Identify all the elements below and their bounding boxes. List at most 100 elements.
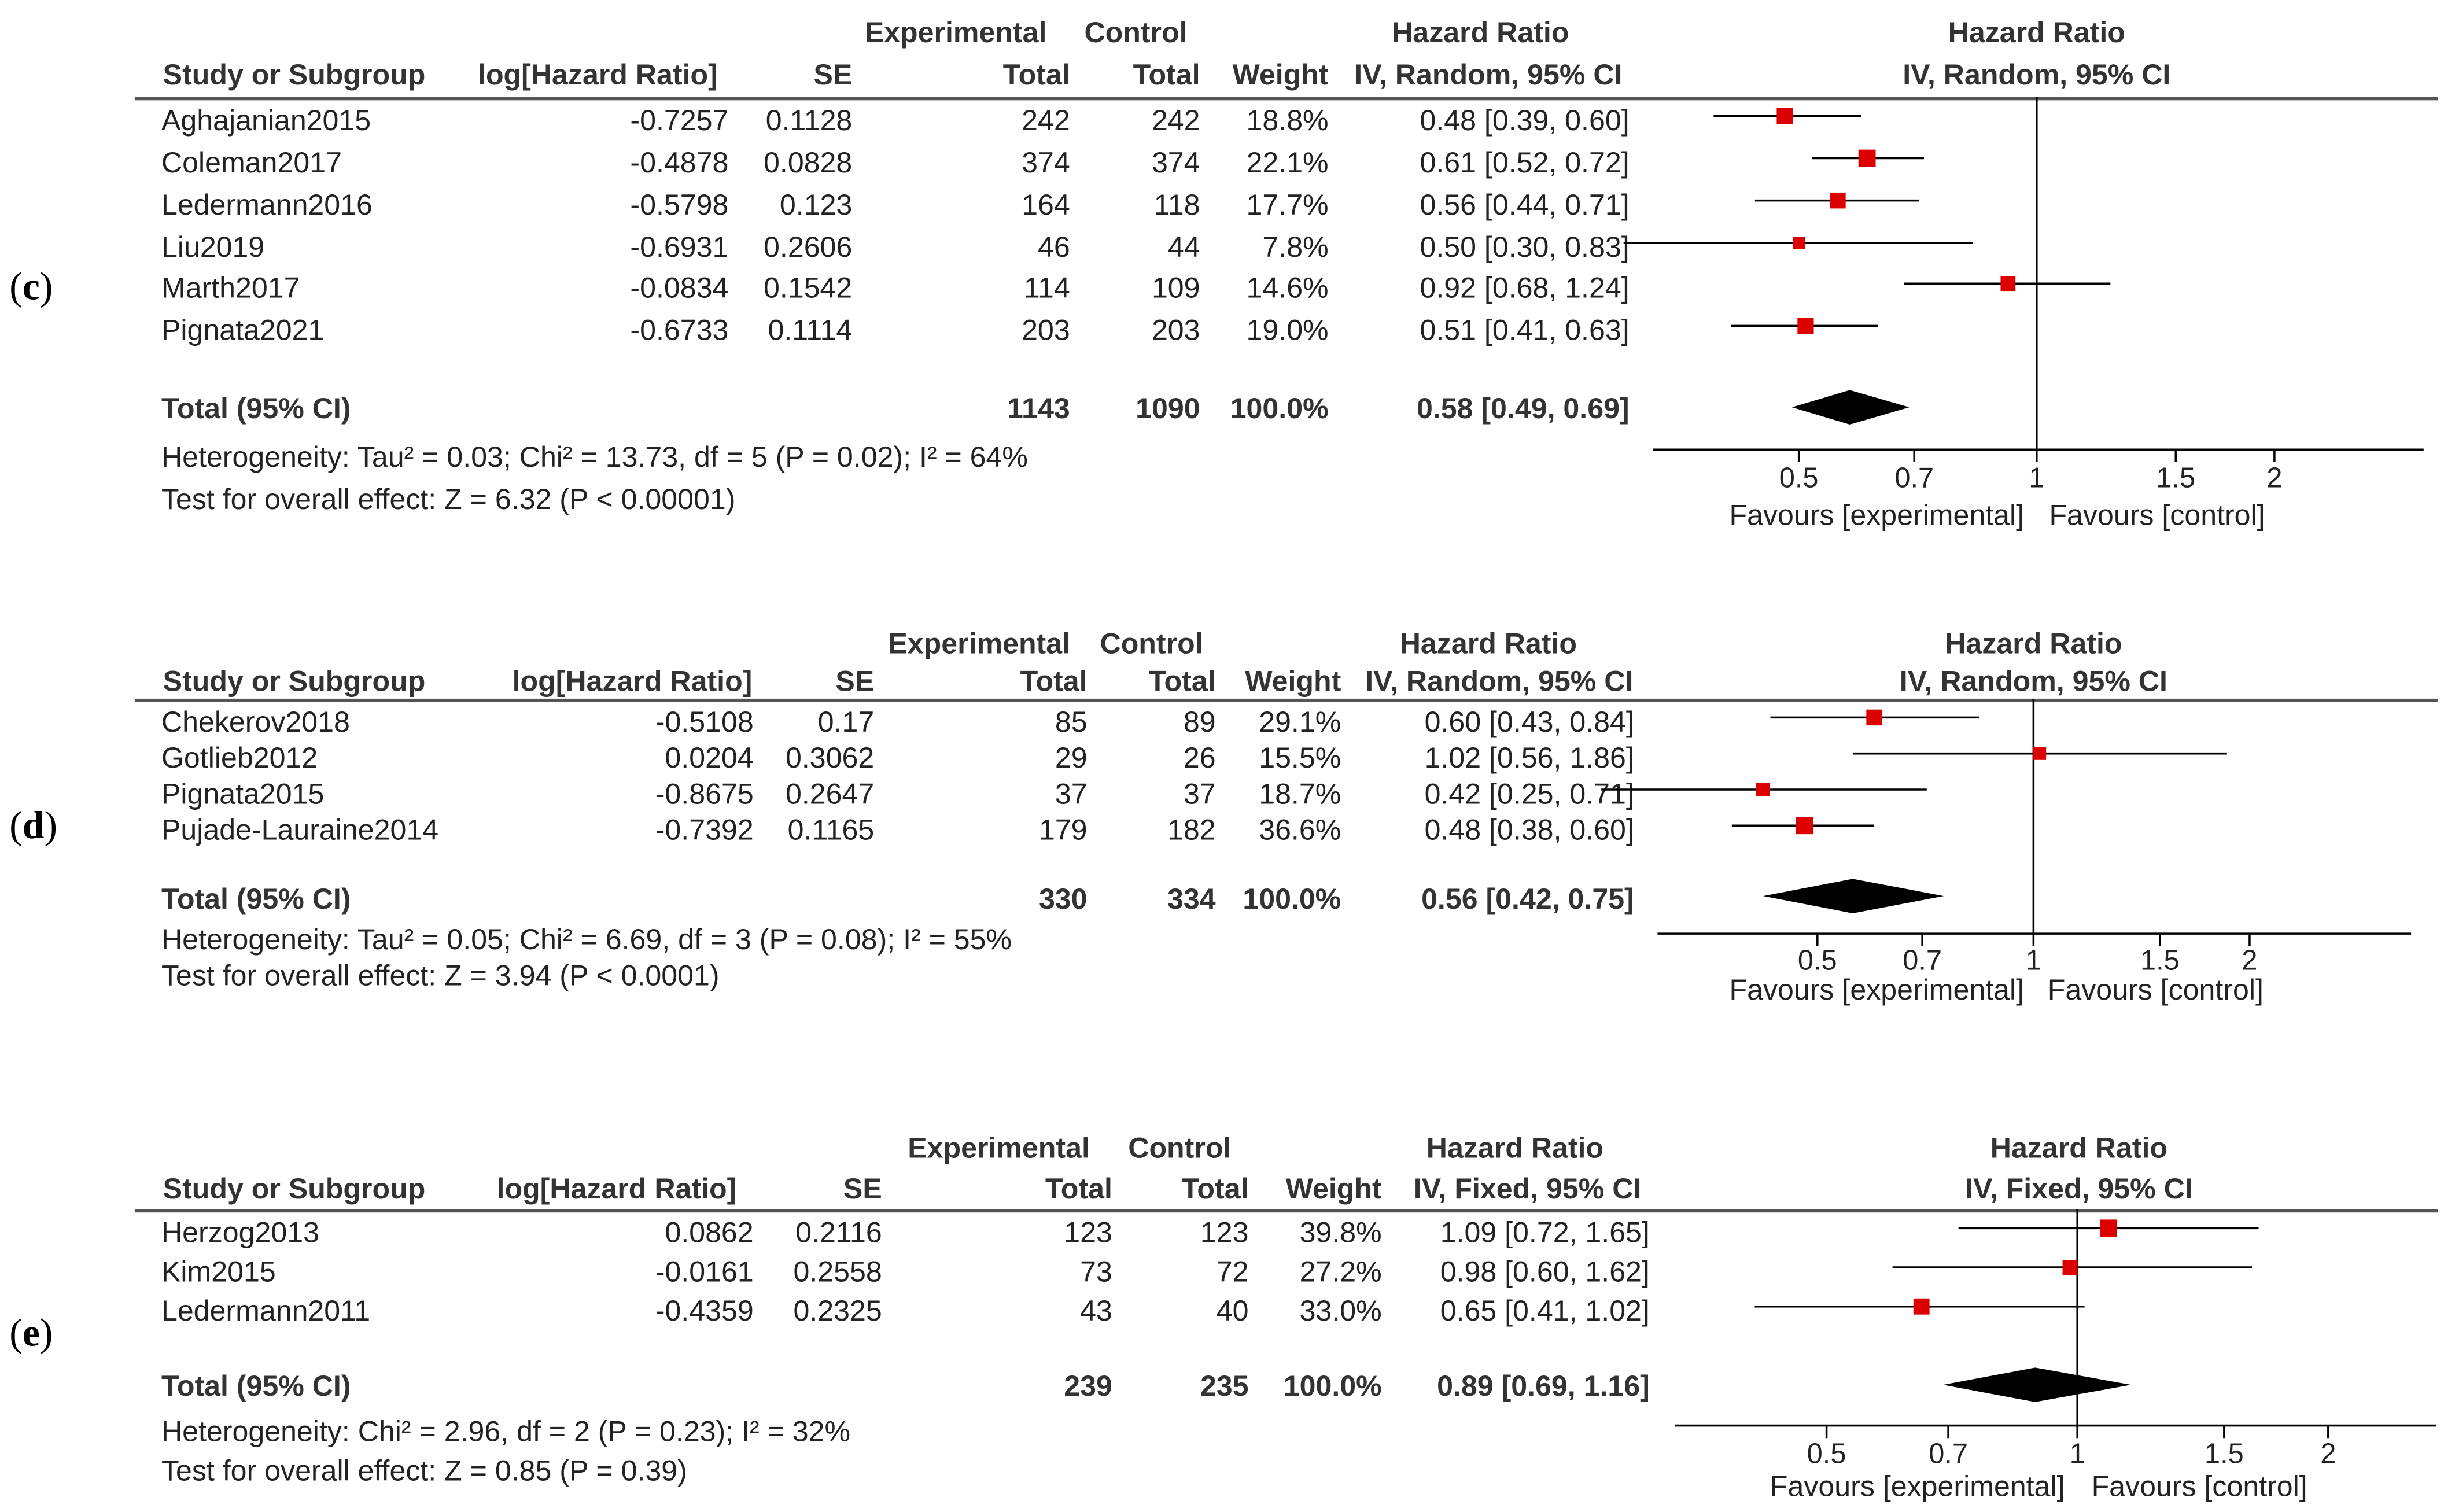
pooled-diamond [1943, 1367, 2132, 1402]
header-exp-total: Total [1020, 664, 1088, 698]
total-exp: 330 [1038, 882, 1088, 915]
se-value: 0.1165 [787, 813, 875, 846]
study-marker [1858, 149, 1876, 167]
header-hr-method: IV, Random, 95% CI [1354, 58, 1623, 91]
loghr-value: -0.0161 [655, 1255, 754, 1288]
se-value: 0.3062 [785, 741, 875, 774]
weight-value: 22.1% [1246, 145, 1329, 179]
tick-label: 2 [2242, 945, 2257, 976]
weight-value: 19.0% [1246, 313, 1329, 346]
total-label: Total (95% CI) [161, 392, 351, 425]
study-name: Pignata2021 [161, 313, 325, 346]
weight-value: 39.8% [1299, 1215, 1382, 1249]
study-marker [2033, 747, 2047, 760]
study-name: Ledermann2011 [161, 1294, 371, 1327]
total-hr-ci: 0.56 [0.42, 0.75] [1421, 882, 1634, 915]
exp-total-value: 179 [1038, 813, 1088, 846]
exp-total-value: 43 [1080, 1294, 1112, 1327]
se-value: 0.2325 [793, 1294, 882, 1327]
overall-effect-text: Test for overall effect: Z = 6.32 (P < 0… [161, 482, 736, 516]
study-marker [1866, 709, 1882, 726]
study-name: Pujade-Lauraine2014 [161, 813, 439, 846]
hr-ci-value: 0.92 [0.68, 1.24] [1420, 271, 1630, 304]
ctl-total-value: 374 [1151, 145, 1200, 179]
header-exp-total: Total [1045, 1171, 1112, 1205]
header-rule [134, 698, 2438, 702]
se-value: 0.0828 [764, 145, 853, 179]
se-value: 0.123 [779, 187, 853, 221]
ctl-total-value: 26 [1183, 741, 1216, 774]
study-name: Ledermann2016 [161, 187, 373, 221]
header-loghr: log[Hazard Ratio] [512, 664, 753, 698]
hr-ci-value: 0.56 [0.44, 0.71] [1420, 187, 1630, 221]
tick-label: 1.5 [2205, 1439, 2244, 1470]
weight-value: 29.1% [1259, 705, 1341, 738]
se-value: 0.2116 [795, 1215, 882, 1249]
ctl-total-value: 40 [1216, 1294, 1249, 1327]
se-value: 0.1542 [764, 271, 853, 304]
header-hr-method: IV, Fixed, 95% CI [1413, 1171, 1642, 1205]
study-marker [1830, 192, 1846, 209]
header-weight: Weight [1285, 1171, 1382, 1205]
tick-label: 1 [2029, 462, 2044, 493]
study-name: Aghajanian2015 [161, 103, 371, 137]
weight-value: 18.8% [1246, 103, 1329, 137]
loghr-value: -0.5108 [655, 705, 754, 738]
ctl-total-value: 44 [1167, 230, 1200, 263]
panel-d: (d) Experimental Control Hazard Ratio Ha… [0, 611, 2444, 1026]
exp-total-value: 242 [1022, 103, 1070, 137]
study-name: Pignata2015 [161, 777, 325, 810]
panel-e: (e) Experimental Control Hazard Ratio Ha… [0, 1115, 2444, 1511]
study-name: Liu2019 [161, 230, 265, 263]
header-loghr: log[Hazard Ratio] [478, 58, 718, 91]
se-value: 0.2606 [764, 230, 853, 263]
heterogeneity-text: Heterogeneity: Tau² = 0.03; Chi² = 13.73… [161, 440, 1028, 473]
hr-ci-value: 0.60 [0.43, 0.84] [1424, 705, 1634, 738]
header-plot-title: Hazard Ratio [1990, 1131, 2168, 1164]
header-plot-method: IV, Fixed, 95% CI [1965, 1171, 2193, 1205]
header-weight: Weight [1245, 664, 1341, 698]
favours-experimental-label: Favours [experimental] [1729, 498, 2025, 532]
ctl-total-value: 89 [1183, 705, 1216, 738]
weight-value: 33.0% [1299, 1294, 1382, 1327]
tick-label: 0.5 [1807, 1439, 1846, 1470]
se-value: 0.2647 [785, 777, 875, 810]
loghr-value: -0.6733 [630, 313, 729, 346]
header-se: SE [835, 664, 875, 698]
hr-ci-value: 0.65 [0.41, 1.02] [1440, 1294, 1650, 1327]
overall-effect-text: Test for overall effect: Z = 0.85 (P = 0… [161, 1454, 687, 1487]
header-hazard-ratio: Hazard Ratio [1392, 16, 1569, 49]
study-name: Gotlieb2012 [161, 741, 318, 774]
study-name: Herzog2013 [161, 1215, 319, 1249]
study-marker [1776, 108, 1793, 124]
study-name: Marth2017 [161, 271, 300, 304]
study-marker [1797, 318, 1814, 334]
header-rule [134, 97, 2438, 100]
study-marker [1913, 1298, 1930, 1315]
hr-ci-value: 0.61 [0.52, 0.72] [1420, 145, 1630, 179]
se-value: 0.1114 [768, 313, 853, 346]
panel-label: (c) [9, 266, 53, 309]
hr-ci-value: 0.42 [0.25, 0.71] [1424, 777, 1634, 810]
tick-label: 0.7 [1929, 1439, 1968, 1470]
hr-ci-value: 1.09 [0.72, 1.65] [1440, 1215, 1650, 1249]
loghr-value: -0.7257 [630, 103, 729, 137]
pooled-diamond [1791, 390, 1910, 425]
ctl-total-value: 37 [1183, 777, 1216, 810]
header-rule [134, 1209, 2438, 1212]
tick-label: 2 [2266, 462, 2282, 493]
favours-experimental-label: Favours [experimental] [1770, 1469, 2065, 1503]
header-ctl-total: Total [1181, 1171, 1249, 1205]
study-name: Chekerov2018 [161, 705, 350, 738]
weight-value: 36.6% [1259, 813, 1341, 846]
exp-total-value: 37 [1055, 777, 1088, 810]
weight-value: 17.7% [1246, 187, 1329, 221]
header-control: Control [1084, 16, 1188, 49]
exp-total-value: 164 [1022, 187, 1070, 221]
heterogeneity-text: Heterogeneity: Chi² = 2.96, df = 2 (P = … [161, 1414, 851, 1448]
study-marker [1796, 817, 1813, 835]
header-hr-method: IV, Random, 95% CI [1365, 664, 1634, 698]
study-marker [2100, 1219, 2118, 1237]
loghr-value: 0.0204 [665, 741, 754, 774]
study-marker [1756, 783, 1770, 796]
